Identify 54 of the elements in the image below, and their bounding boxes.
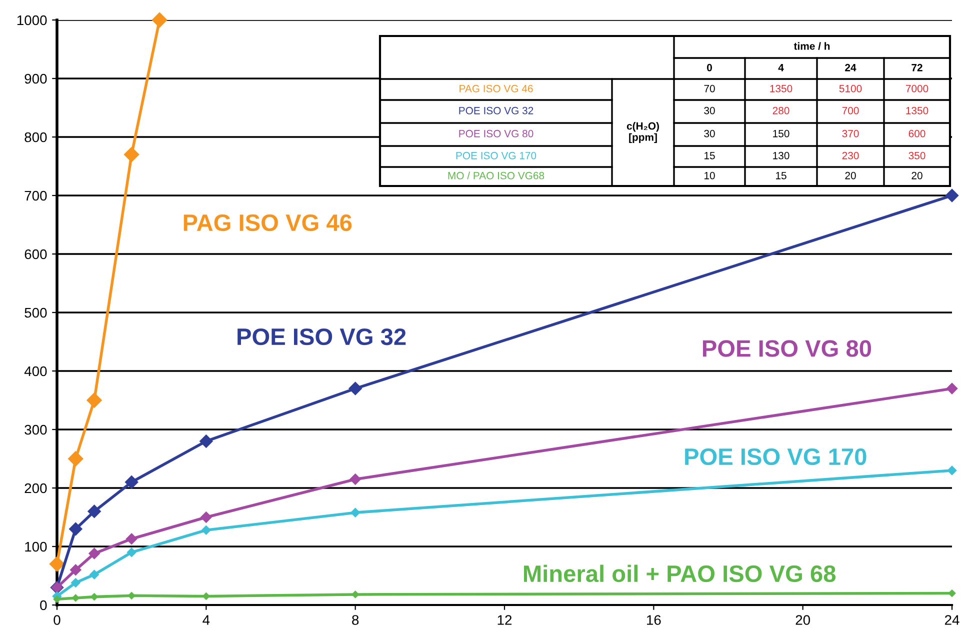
annotation: 20 [845,172,856,180]
y-tick-label: 400 [24,366,47,376]
annotation: 70 [704,84,715,92]
x-tick-label: 0 [54,615,60,625]
annotation: 370 [842,130,859,138]
annotation: 5100 [839,84,862,92]
y-tick-label: 700 [24,190,47,201]
series-label: POE ISO VG 170 [685,448,866,466]
text: PAG ISO VG 46 [184,214,352,232]
annotation: 30 [704,130,715,138]
annotation: POE ISO VG 32 [459,106,534,114]
annotation: 10 [704,172,715,180]
annotation: 24 [845,64,856,72]
x-tick-label: 16 [647,615,661,625]
y-tick-label: 600 [24,249,47,260]
annotation: 700 [842,106,859,114]
y-tick-label: 800 [24,132,47,142]
annotation: 280 [772,106,790,114]
annotation: c(H₂O) [ppm] [626,122,659,143]
y-tick-label: 200 [24,483,47,494]
annotation: POE ISO VG 170 [456,152,536,160]
annotation: 1350 [770,84,792,92]
annotation: POE ISO VG 80 [459,130,534,138]
annotation: time / h [794,42,830,50]
annotation: 0 [707,64,712,72]
x-tick-label: 4 [202,615,210,625]
series-label: Mineral oil + PAO ISO VG 68 [524,564,836,582]
annotation: 1350 [906,106,928,114]
annotation: 72 [912,64,922,72]
y-tick-label: 100 [25,542,47,552]
y-tick-label: 300 [24,424,47,435]
annotation: 230 [842,152,859,160]
x-tick-label: 8 [352,615,359,625]
x-tick-label: 24 [944,615,960,625]
annotation: 7000 [906,84,928,92]
annotation: 130 [773,152,790,160]
annotation: 15 [704,152,715,160]
series-label: POE ISO VG 32 [238,328,406,346]
annotation: 150 [773,130,790,138]
y-tick-label: 0 [40,600,47,610]
annotation: 4 [778,64,784,72]
annotation: 600 [908,130,926,138]
series-label: POE ISO VG 80 [702,340,872,357]
annotation: 15 [776,172,786,180]
annotation: 350 [908,152,926,160]
annotation: 20 [912,172,922,180]
x-tick-label: 12 [498,615,512,625]
y-tick-label: 1000 [17,15,47,26]
x-tick-label: 20 [796,615,810,625]
annotation: PAG ISO VG 46 [460,84,533,92]
y-tick-label: 900 [24,74,47,84]
annotation: MO / PAO ISO VG68 [448,172,544,180]
y-tick-label: 500 [24,308,47,318]
annotation: 30 [704,106,715,114]
